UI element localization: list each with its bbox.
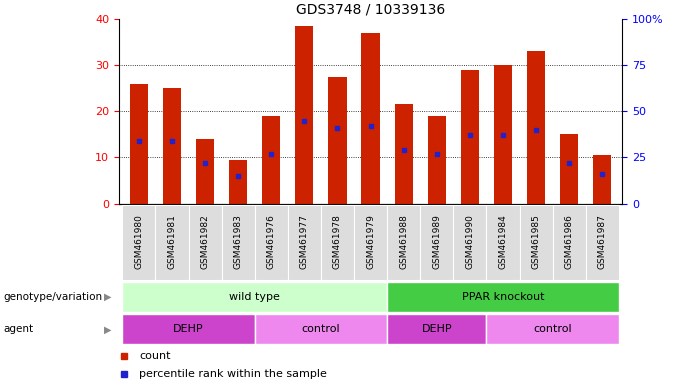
FancyBboxPatch shape: [486, 205, 520, 280]
FancyBboxPatch shape: [387, 314, 486, 344]
Text: GSM461987: GSM461987: [598, 215, 607, 269]
Bar: [130, 84, 148, 204]
Text: percentile rank within the sample: percentile rank within the sample: [139, 369, 327, 379]
FancyBboxPatch shape: [553, 205, 585, 280]
Text: GSM461985: GSM461985: [532, 215, 541, 269]
Text: GSM461979: GSM461979: [366, 215, 375, 269]
Bar: [328, 77, 347, 204]
Text: genotype/variation: genotype/variation: [3, 291, 103, 302]
Text: GSM461976: GSM461976: [267, 215, 276, 269]
Text: GSM461977: GSM461977: [300, 215, 309, 269]
FancyBboxPatch shape: [122, 281, 387, 312]
Text: count: count: [139, 351, 171, 361]
FancyBboxPatch shape: [387, 205, 420, 280]
FancyBboxPatch shape: [255, 205, 288, 280]
Text: DEHP: DEHP: [422, 324, 452, 334]
FancyBboxPatch shape: [387, 281, 619, 312]
FancyBboxPatch shape: [222, 205, 255, 280]
Text: GSM461988: GSM461988: [399, 215, 408, 269]
Bar: [461, 70, 479, 204]
Text: GSM461980: GSM461980: [135, 215, 143, 269]
Bar: [295, 26, 313, 204]
Text: control: control: [302, 324, 340, 334]
Bar: [262, 116, 280, 204]
Bar: [163, 88, 181, 204]
Text: GSM461984: GSM461984: [498, 215, 507, 269]
Bar: [494, 65, 512, 204]
Text: ▶: ▶: [103, 324, 112, 334]
Text: wild type: wild type: [229, 291, 280, 302]
Text: GSM461981: GSM461981: [167, 215, 177, 269]
Text: ▶: ▶: [103, 291, 112, 302]
FancyBboxPatch shape: [420, 205, 454, 280]
Text: GSM461990: GSM461990: [465, 215, 475, 269]
FancyBboxPatch shape: [122, 205, 156, 280]
Bar: [362, 33, 379, 204]
Bar: [196, 139, 214, 204]
FancyBboxPatch shape: [288, 205, 321, 280]
Text: GSM461982: GSM461982: [201, 215, 209, 269]
FancyBboxPatch shape: [354, 205, 387, 280]
FancyBboxPatch shape: [486, 314, 619, 344]
Text: GSM461978: GSM461978: [333, 215, 342, 269]
Text: control: control: [533, 324, 572, 334]
FancyBboxPatch shape: [255, 314, 387, 344]
Text: DEHP: DEHP: [173, 324, 204, 334]
FancyBboxPatch shape: [321, 205, 354, 280]
Bar: [593, 155, 611, 204]
Text: agent: agent: [3, 324, 33, 334]
Bar: [394, 104, 413, 204]
Text: GSM461989: GSM461989: [432, 215, 441, 269]
Text: PPAR knockout: PPAR knockout: [462, 291, 544, 302]
Text: GSM461983: GSM461983: [234, 215, 243, 269]
Bar: [560, 134, 578, 204]
FancyBboxPatch shape: [122, 314, 255, 344]
FancyBboxPatch shape: [454, 205, 486, 280]
FancyBboxPatch shape: [188, 205, 222, 280]
Bar: [229, 160, 248, 204]
FancyBboxPatch shape: [520, 205, 553, 280]
Text: GSM461986: GSM461986: [564, 215, 574, 269]
FancyBboxPatch shape: [156, 205, 188, 280]
Bar: [428, 116, 446, 204]
Bar: [527, 51, 545, 204]
Title: GDS3748 / 10339136: GDS3748 / 10339136: [296, 3, 445, 17]
FancyBboxPatch shape: [585, 205, 619, 280]
